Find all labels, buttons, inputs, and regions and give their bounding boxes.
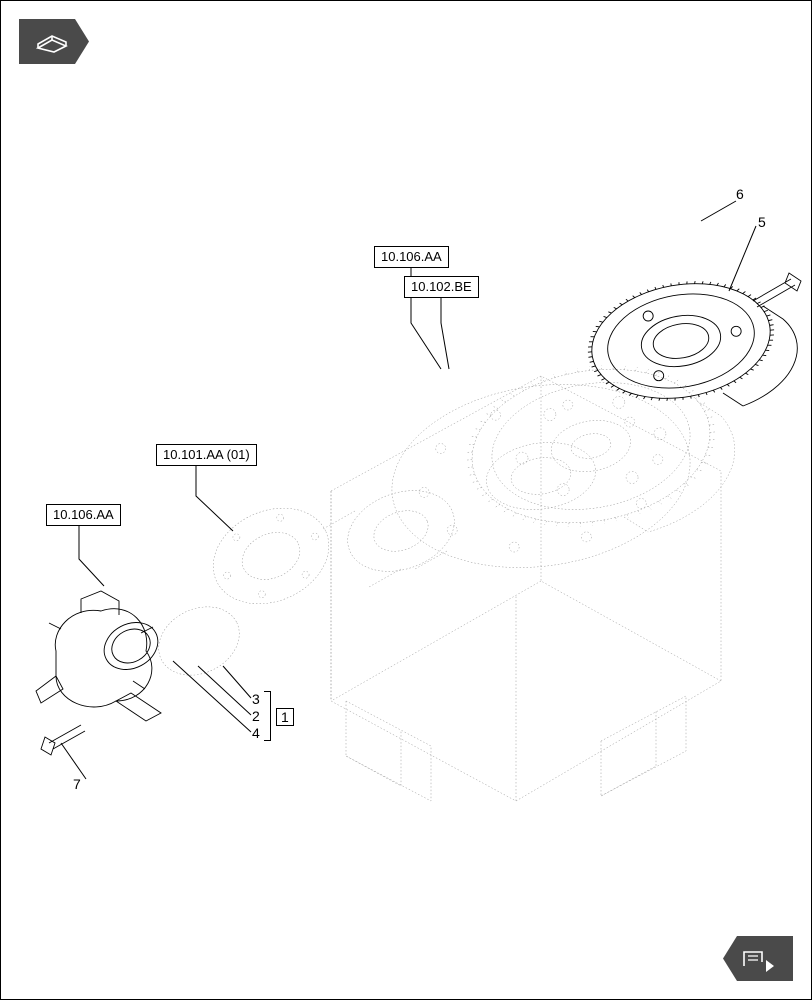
page: 10.106.AA 10.101.AA (01) 10.106.AA 10.10… <box>0 0 812 1000</box>
group-bracket <box>264 691 271 741</box>
callout-2: 2 <box>252 708 260 724</box>
ref-label-10-101-aa-01[interactable]: 10.101.AA (01) <box>156 444 257 466</box>
section-icon-top <box>19 19 89 64</box>
callout-7: 7 <box>73 776 81 792</box>
callout-4: 4 <box>252 725 260 741</box>
ref-label-10-102-be[interactable]: 10.102.BE <box>404 276 479 298</box>
ref-label-10-106-aa-left[interactable]: 10.106.AA <box>46 504 121 526</box>
exploded-diagram <box>1 1 812 1000</box>
callout-1: 1 <box>276 708 294 726</box>
callout-5: 5 <box>758 214 766 230</box>
callout-3: 3 <box>252 691 260 707</box>
arrow-layers-icon <box>740 946 776 972</box>
section-icon-bottom <box>723 936 793 981</box>
callout-6: 6 <box>736 186 744 202</box>
ref-label-10-106-aa-right[interactable]: 10.106.AA <box>374 246 449 268</box>
leader-lines <box>1 1 812 1000</box>
book-icon <box>36 30 72 54</box>
